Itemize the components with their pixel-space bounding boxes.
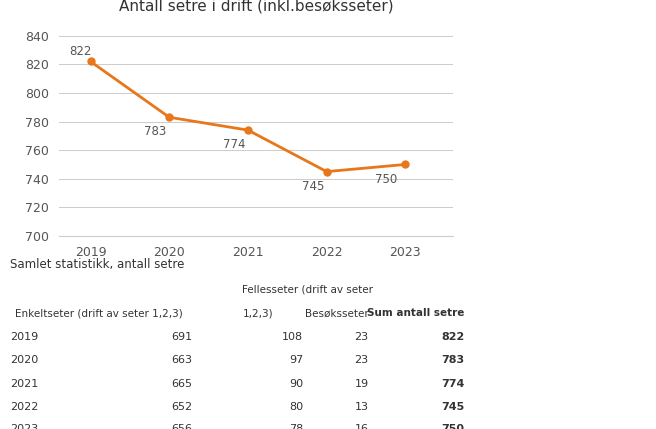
Text: Samlet statistikk, antall setre: Samlet statistikk, antall setre (10, 258, 184, 271)
Text: 656: 656 (171, 423, 192, 429)
Text: 750: 750 (375, 172, 397, 185)
Text: 774: 774 (441, 378, 464, 389)
Text: 783: 783 (144, 125, 167, 138)
Text: 2022: 2022 (10, 402, 39, 412)
Text: 108: 108 (282, 332, 303, 342)
Text: 2023: 2023 (10, 423, 38, 429)
Text: Enkeltseter (drift av seter 1,2,3): Enkeltseter (drift av seter 1,2,3) (15, 308, 183, 318)
Text: 23: 23 (355, 332, 369, 342)
Text: 652: 652 (171, 402, 192, 412)
Text: 745: 745 (302, 180, 324, 193)
Text: 691: 691 (171, 332, 192, 342)
Text: 2019: 2019 (10, 332, 38, 342)
Text: 1,2,3): 1,2,3) (243, 308, 273, 318)
Text: 23: 23 (355, 355, 369, 365)
Text: 16: 16 (355, 423, 369, 429)
Text: 2021: 2021 (10, 378, 38, 389)
Text: 97: 97 (289, 355, 303, 365)
Text: 90: 90 (289, 378, 303, 389)
Text: 80: 80 (289, 402, 303, 412)
Text: 665: 665 (171, 378, 192, 389)
Text: 822: 822 (441, 332, 464, 342)
Text: 2020: 2020 (10, 355, 38, 365)
Text: Besøksseter: Besøksseter (305, 308, 369, 318)
Text: 774: 774 (223, 138, 245, 151)
Text: 13: 13 (355, 402, 369, 412)
Text: 78: 78 (289, 423, 303, 429)
Text: 783: 783 (441, 355, 464, 365)
Text: 663: 663 (171, 355, 192, 365)
Text: 822: 822 (70, 45, 92, 57)
Text: 19: 19 (355, 378, 369, 389)
Text: 745: 745 (441, 402, 464, 412)
Text: Fellesseter (drift av seter: Fellesseter (drift av seter (243, 285, 373, 295)
Title: Antall setre i drift (inkl.besøksseter): Antall setre i drift (inkl.besøksseter) (119, 0, 393, 13)
Text: Sum antall setre: Sum antall setre (367, 308, 464, 318)
Text: 750: 750 (441, 423, 464, 429)
